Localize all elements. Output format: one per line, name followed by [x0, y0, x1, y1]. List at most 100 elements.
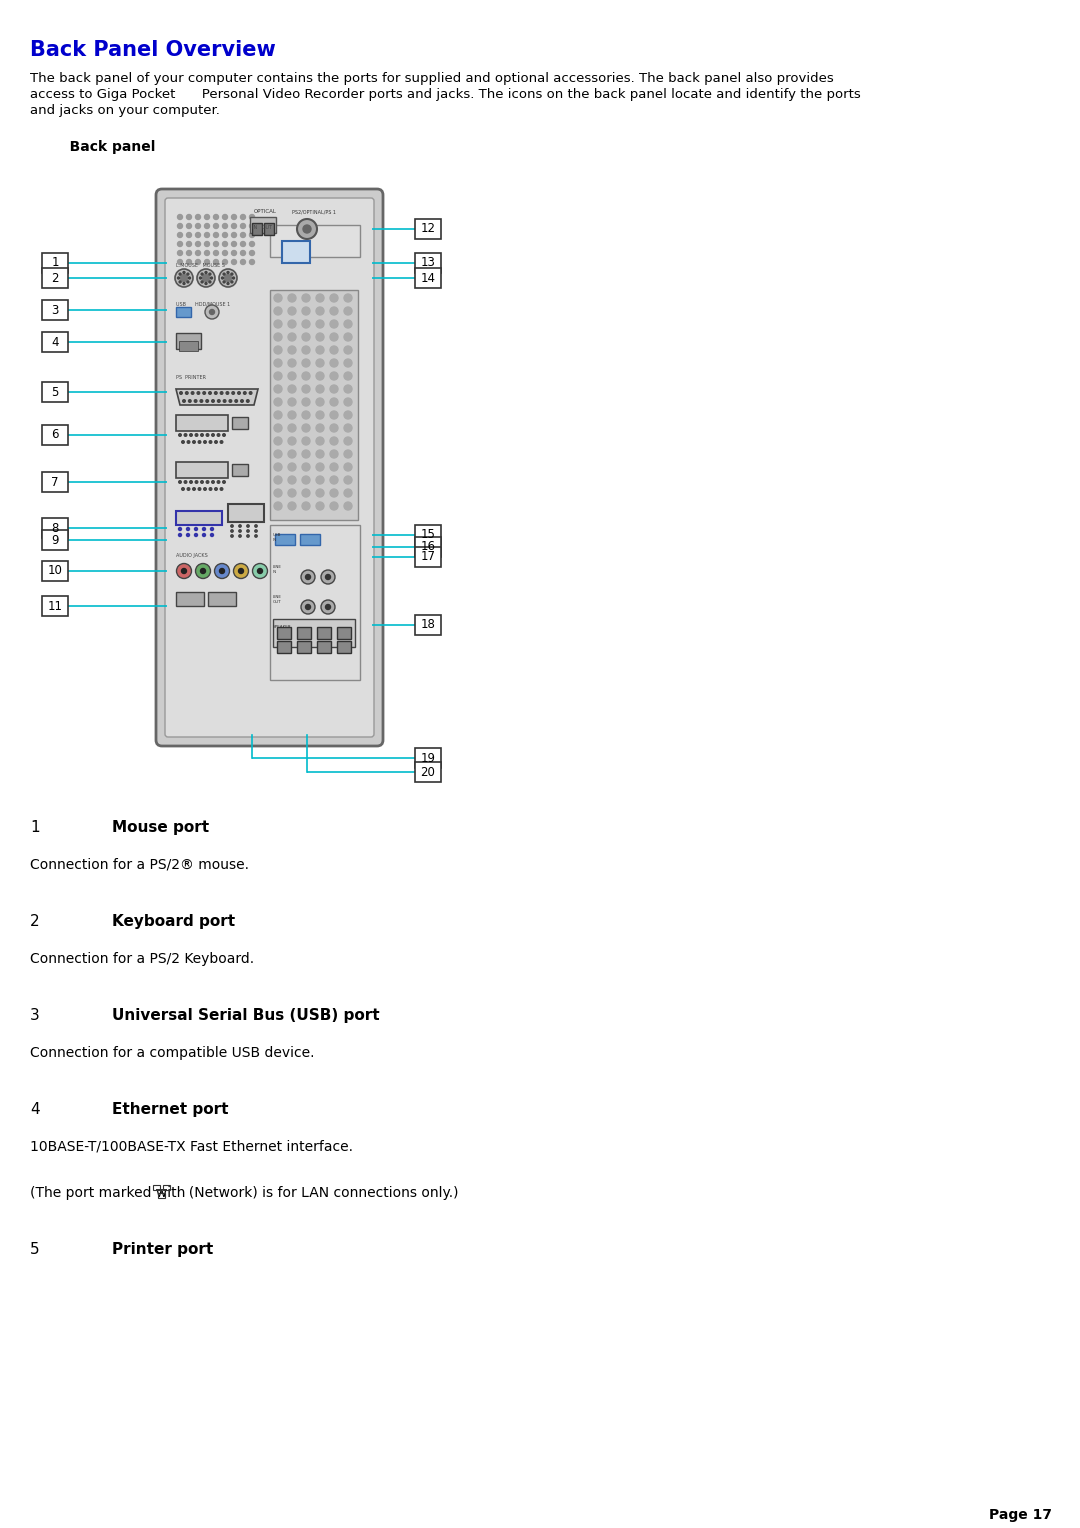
Circle shape: [214, 223, 218, 229]
Circle shape: [187, 223, 191, 229]
Circle shape: [204, 487, 206, 490]
Circle shape: [249, 232, 255, 237]
Circle shape: [288, 503, 296, 510]
Circle shape: [330, 319, 338, 329]
Circle shape: [225, 275, 231, 281]
Bar: [158, 1193, 164, 1198]
Circle shape: [241, 251, 245, 255]
Circle shape: [330, 333, 338, 341]
Circle shape: [205, 283, 207, 284]
Circle shape: [249, 391, 252, 394]
Circle shape: [231, 241, 237, 246]
Circle shape: [220, 391, 222, 394]
Bar: [415, 526, 441, 545]
Circle shape: [345, 319, 352, 329]
Bar: [176, 461, 228, 478]
FancyBboxPatch shape: [156, 189, 383, 746]
Bar: [232, 417, 248, 429]
Circle shape: [306, 575, 311, 579]
Circle shape: [179, 274, 181, 275]
Circle shape: [330, 451, 338, 458]
Circle shape: [203, 275, 210, 281]
Circle shape: [197, 391, 200, 394]
Bar: [42, 561, 68, 581]
Circle shape: [330, 477, 338, 484]
Circle shape: [201, 568, 205, 573]
Circle shape: [177, 260, 183, 264]
Circle shape: [199, 440, 201, 443]
Circle shape: [302, 345, 310, 354]
Circle shape: [302, 397, 310, 406]
Circle shape: [194, 527, 198, 530]
Circle shape: [221, 277, 224, 280]
Circle shape: [187, 232, 191, 237]
Circle shape: [345, 345, 352, 354]
Circle shape: [203, 391, 205, 394]
Circle shape: [345, 293, 352, 303]
Circle shape: [177, 223, 183, 229]
Text: 2: 2: [51, 272, 58, 284]
Circle shape: [257, 568, 262, 573]
Circle shape: [183, 272, 185, 274]
Bar: [42, 332, 68, 351]
Circle shape: [241, 241, 245, 246]
Bar: [297, 642, 311, 652]
Circle shape: [330, 385, 338, 393]
Circle shape: [187, 260, 191, 264]
Circle shape: [246, 400, 249, 402]
Bar: [300, 533, 320, 545]
Circle shape: [345, 411, 352, 419]
Circle shape: [185, 481, 187, 483]
Text: access to Giga Pocket  Personal Video Recorder ports and jacks. The icons on the: access to Giga Pocket Personal Video Rec…: [30, 89, 861, 101]
Circle shape: [316, 359, 324, 367]
Circle shape: [201, 281, 203, 283]
Circle shape: [217, 434, 220, 437]
Bar: [249, 217, 276, 232]
Circle shape: [302, 359, 310, 367]
Bar: [415, 614, 441, 636]
Circle shape: [222, 241, 228, 246]
Circle shape: [288, 345, 296, 354]
Circle shape: [177, 251, 183, 255]
Circle shape: [274, 307, 282, 315]
Circle shape: [195, 434, 198, 437]
Bar: [42, 254, 68, 274]
Circle shape: [210, 440, 212, 443]
Circle shape: [187, 251, 191, 255]
Circle shape: [345, 333, 352, 341]
Text: 8: 8: [52, 521, 58, 535]
Circle shape: [187, 274, 189, 275]
Circle shape: [227, 283, 229, 284]
Bar: [415, 749, 441, 769]
Circle shape: [200, 400, 203, 402]
Circle shape: [301, 570, 315, 584]
Circle shape: [231, 223, 237, 229]
Circle shape: [330, 345, 338, 354]
Circle shape: [215, 391, 217, 394]
Circle shape: [201, 481, 203, 483]
Circle shape: [203, 527, 205, 530]
Circle shape: [214, 241, 218, 246]
Circle shape: [231, 232, 237, 237]
Bar: [42, 425, 68, 445]
Text: 13: 13: [420, 257, 435, 269]
Circle shape: [316, 385, 324, 393]
Circle shape: [288, 423, 296, 432]
Circle shape: [274, 333, 282, 341]
Text: 4: 4: [30, 1102, 40, 1117]
Circle shape: [206, 434, 208, 437]
Bar: [208, 591, 237, 607]
Bar: [42, 518, 68, 538]
Circle shape: [274, 437, 282, 445]
Circle shape: [181, 487, 185, 490]
Circle shape: [316, 319, 324, 329]
Text: IN   OUT: IN OUT: [252, 225, 272, 231]
Circle shape: [195, 251, 201, 255]
Circle shape: [302, 293, 310, 303]
Text: 11: 11: [48, 599, 63, 613]
Text: Back Panel Overview: Back Panel Overview: [30, 40, 275, 60]
Circle shape: [274, 345, 282, 354]
Circle shape: [321, 601, 335, 614]
Circle shape: [302, 307, 310, 315]
Text: Back panel: Back panel: [55, 141, 156, 154]
